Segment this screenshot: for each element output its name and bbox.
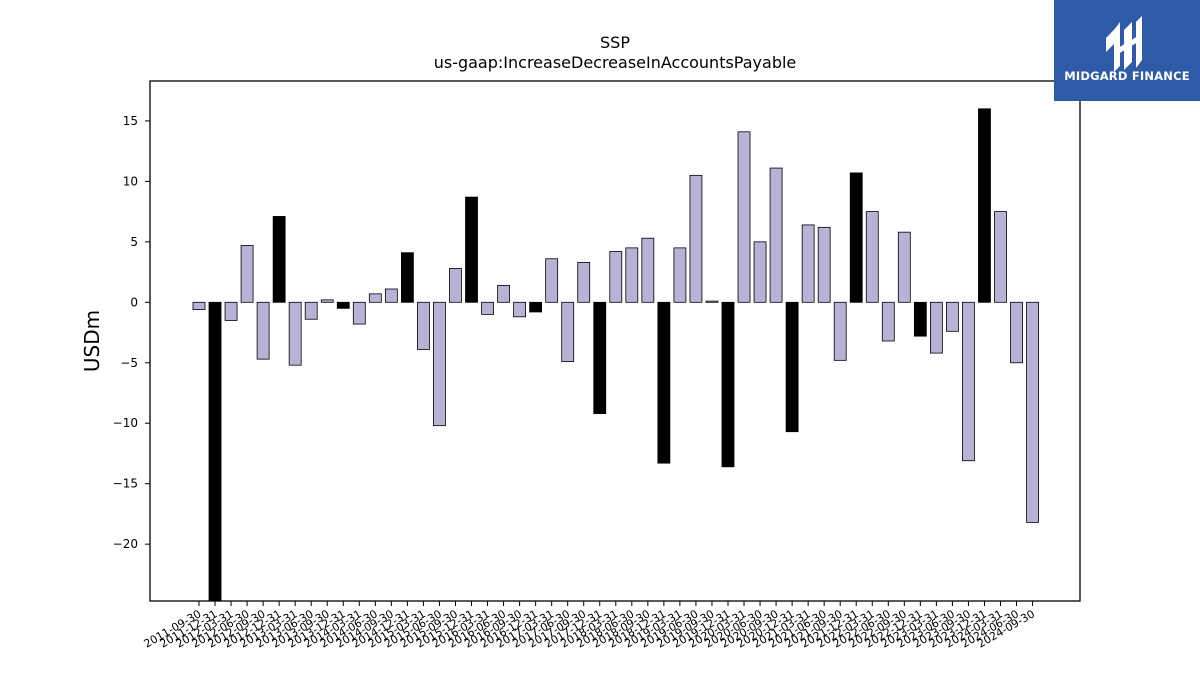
bar-2022-06-30 — [881, 301, 895, 342]
y-tick-label: −15 — [113, 477, 138, 491]
bar-2018-12-31 — [657, 301, 671, 464]
bar-2016-09-30 — [513, 301, 526, 318]
bar-2023-06-30 — [946, 301, 959, 332]
bar-2023-12-31 — [978, 108, 991, 303]
bar-2019-09-30 — [705, 300, 719, 303]
bar-2018-06-30 — [625, 247, 639, 303]
midgard-logo-mark-icon — [1054, 0, 1200, 101]
y-tick-label: 15 — [123, 114, 138, 128]
bar-2024-03-31 — [994, 211, 1007, 303]
bar-2013-12-31 — [336, 301, 350, 309]
brand-logo: MIDGARD FINANCE — [1054, 0, 1200, 101]
bar-2021-12-31 — [849, 172, 863, 303]
bar-2014-09-30 — [384, 288, 398, 303]
bar-2019-06-30 — [689, 174, 703, 303]
y-tick-label: 5 — [130, 235, 138, 249]
bar-2019-12-31 — [721, 301, 735, 468]
y-axis-label: USDm — [80, 310, 104, 372]
chart-subtitle: us-gaap:IncreaseDecreaseInAccountsPayabl… — [434, 53, 797, 72]
bar-2023-09-30 — [962, 301, 975, 462]
bar-2012-03-31 — [224, 301, 238, 321]
bar-2015-06-30 — [433, 301, 446, 427]
bar-2015-03-31 — [417, 301, 430, 350]
bar-2012-06-30 — [240, 245, 254, 303]
bar-2022-03-31 — [865, 211, 879, 303]
bar-2020-09-30 — [769, 167, 783, 303]
bar-2017-09-30 — [577, 261, 591, 303]
bar-2011-09-30 — [192, 301, 206, 310]
bar-2022-09-30 — [897, 231, 911, 303]
bar-2020-06-30 — [753, 241, 767, 303]
bar-2014-06-30 — [368, 293, 382, 303]
bar-2017-06-30 — [561, 301, 575, 362]
bars-group — [192, 108, 1039, 602]
bar-2013-03-31 — [288, 301, 302, 366]
bar-2014-03-31 — [352, 301, 366, 325]
plot-frame — [149, 80, 1081, 602]
y-tick-label: −20 — [113, 537, 138, 551]
bar-2018-09-30 — [641, 237, 655, 303]
bar-2021-03-31 — [801, 224, 815, 303]
bar-2015-09-30 — [449, 268, 462, 303]
bar-2013-09-30 — [320, 299, 334, 303]
bar-2015-12-31 — [465, 196, 478, 303]
bar-2016-12-31 — [529, 301, 543, 313]
bar-2024-09-30 — [1026, 301, 1039, 523]
bar-2022-12-31 — [913, 301, 927, 337]
bar-2024-06-30 — [1010, 301, 1023, 364]
bar-2014-12-31 — [400, 252, 414, 303]
x-axis: 2011-09-302011-12-312012-03-312012-06-30… — [142, 601, 1037, 651]
bar-2012-12-31 — [272, 216, 286, 303]
bar-2017-12-31 — [593, 301, 607, 414]
bar-2020-12-31 — [785, 301, 799, 433]
bar-2020-03-31 — [737, 131, 751, 303]
bar-2012-09-30 — [256, 301, 270, 360]
y-tick-label: 10 — [123, 174, 138, 188]
bar-2017-03-31 — [545, 258, 559, 303]
brand-name: MIDGARD FINANCE — [1064, 69, 1190, 83]
y-tick-label: −10 — [113, 416, 138, 430]
y-axis: −20 −15 −10 −5 0 5 10 15 — [113, 114, 150, 551]
bar-2021-06-30 — [817, 226, 831, 303]
bar-2023-03-31 — [929, 301, 943, 354]
bar-2021-09-30 — [833, 301, 847, 361]
bar-2016-03-31 — [481, 301, 494, 315]
y-tick-label: −5 — [120, 356, 138, 370]
bar-2016-06-30 — [497, 284, 510, 303]
bar-2019-03-31 — [673, 247, 687, 303]
bar-2018-03-31 — [609, 251, 623, 303]
y-tick-label: 0 — [130, 295, 138, 309]
bar-2011-12-31 — [208, 301, 222, 602]
chart-title: SSP — [600, 33, 630, 52]
bar-2013-06-30 — [304, 301, 318, 320]
